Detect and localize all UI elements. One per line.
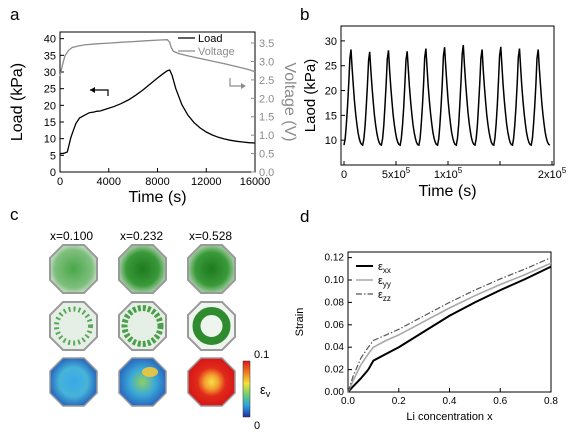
x-tick-label-d-1: 0.2 — [392, 396, 406, 407]
y2-tick-label-a-4: 2.0 — [259, 93, 274, 105]
y-tick-label-b-3: 25 — [325, 61, 337, 73]
y-tick-label-a-0: 0 — [50, 167, 56, 179]
y2-tick-label-a-7: 3.5 — [259, 38, 274, 50]
y-tick-label-d-0: 0.00 — [325, 387, 345, 398]
column-label-2: x=0.232 — [120, 229, 163, 243]
panel-a-chart: 0 4000 8000 12000 16000 0 5 10 15 20 25 30 35 40 0.0 0.… — [9, 31, 298, 206]
x-tick-label-a-0: 0 — [57, 176, 63, 188]
right-axis-arrow-a — [229, 78, 243, 87]
x-tick-label-d-3: 0.6 — [493, 396, 507, 407]
particle-cell-1-2 — [118, 244, 167, 294]
x-tick-label-a-2: 8000 — [145, 176, 169, 188]
y-tick-label-a-3: 15 — [44, 117, 56, 129]
y-axis-label-b: Laod (kPa) — [302, 59, 319, 132]
y-tick-label-d-3: 0.06 — [325, 320, 345, 331]
x-tick-label-d-0: 0.0 — [341, 396, 355, 407]
legend-label-d-1: εyy — [378, 275, 391, 289]
y-tick-label-d-5: 0.10 — [325, 275, 345, 286]
panel-d-chart: 0.0 0.2 0.4 0.6 0.8 0.00 0.02 0.04 0.06 0.08 0.10 0… — [294, 251, 558, 423]
particle-cell-1-3 — [187, 244, 236, 294]
particle-row-2 — [49, 301, 236, 351]
y-axis-label-d: Strain — [294, 308, 306, 337]
particle-ring-2-1 — [54, 306, 93, 346]
heatmap-2-hotspot — [142, 367, 158, 377]
y-tick-label-b-4: 30 — [325, 36, 337, 48]
series-line-d-xx — [347, 265, 552, 393]
series-line-b — [343, 44, 551, 147]
legend-label-a-0: Load — [198, 33, 222, 45]
series-line-a-voltage — [59, 39, 256, 77]
column-label-3: x=0.528 — [189, 229, 232, 243]
y2-axis-label-a: Voltage (V) — [281, 62, 298, 141]
y-tick-label-a-2: 10 — [44, 134, 56, 146]
y-tick-label-a-8: 40 — [44, 34, 56, 46]
y-tick-label-b-0: 10 — [325, 135, 337, 147]
y-tick-label-d-2: 0.04 — [325, 342, 345, 353]
y-tick-label-d-4: 0.08 — [325, 297, 345, 308]
x-tick-label-a-1: 4000 — [97, 176, 121, 188]
x-tick-label-b-3: 2x105 — [538, 166, 567, 181]
legend-label-a-1: Voltage — [198, 46, 235, 58]
series-line-a-load — [59, 69, 256, 155]
y-tick-label-a-5: 25 — [44, 84, 56, 96]
y-tick-label-a-1: 5 — [50, 150, 56, 162]
x-axis-label-d: Li concentration x — [406, 411, 493, 423]
colorbar — [242, 360, 251, 418]
series-line-d-zz — [347, 257, 552, 393]
y-tick-label-b-2: 20 — [325, 86, 337, 98]
y-tick-label-a-7: 35 — [44, 50, 56, 62]
x-axis-label-b: Time (s) — [418, 183, 476, 200]
legend-label-d-2: εzz — [378, 289, 391, 303]
x-axis-label-a: Time (s) — [128, 189, 186, 206]
x-tick-label-d-4: 0.8 — [544, 396, 558, 407]
y-tick-label-b-1: 15 — [325, 110, 337, 122]
x-tick-label-b-1: 5x105 — [382, 166, 411, 181]
particle-ring-2-2 — [121, 305, 164, 347]
particle-cell-1-1 — [49, 244, 98, 294]
panel-b-chart: 10 15 20 25 30 0 5x105 1x105 2x105 Time (s) Laod (… — [302, 25, 567, 200]
y2-tick-label-a-5: 2.5 — [259, 75, 274, 87]
heatmap-2 — [118, 357, 167, 407]
y2-tick-label-a-0: 0.0 — [259, 167, 274, 179]
y2-tick-label-a-1: 0.5 — [259, 149, 274, 161]
y-tick-label-d-1: 0.02 — [325, 365, 345, 376]
y-tick-label-a-4: 20 — [44, 100, 56, 112]
colorbar-max: 0.1 — [254, 349, 269, 361]
particle-row-1 — [49, 244, 236, 294]
x-tick-label-d-2: 0.4 — [443, 396, 457, 407]
heatmap-1 — [49, 357, 98, 407]
colorbar-min: 0 — [254, 420, 260, 432]
y2-tick-label-a-3: 1.5 — [259, 112, 274, 124]
x-tick-label-a-4: 16000 — [240, 176, 271, 188]
left-axis-arrow-a — [90, 89, 109, 96]
y-tick-label-d-6: 0.12 — [325, 253, 345, 264]
panel-label-a: a — [10, 5, 20, 24]
plot-frame-d — [347, 251, 552, 393]
panel-label-c: c — [10, 205, 19, 224]
column-label-1: x=0.100 — [50, 229, 93, 243]
heatmap-3 — [187, 357, 236, 407]
right-axis-arrowhead-a — [241, 83, 246, 89]
panel-c-images: x=0.100 x=0.232 x=0.528 0.1 0 εv — [49, 229, 271, 432]
series-line-d-yy — [347, 262, 552, 393]
y2-tick-label-a-2: 1.0 — [259, 130, 274, 142]
panel-label-d: d — [300, 207, 309, 226]
x-tick-label-b-2: 1x105 — [434, 166, 463, 181]
heatmap-row — [49, 357, 236, 407]
x-tick-label-a-3: 12000 — [191, 176, 222, 188]
x-tick-label-b-0: 0 — [341, 169, 347, 181]
legend-label-d-0: εxx — [378, 261, 391, 275]
y-axis-label-a: Load (kPa) — [9, 63, 26, 141]
y2-tick-label-a-6: 3.0 — [259, 56, 274, 68]
colorbar-label: εv — [260, 382, 271, 399]
left-axis-arrowhead-a — [90, 87, 95, 93]
particle-ring-2-3 — [192, 307, 231, 345]
panel-label-b: b — [300, 5, 309, 24]
y-tick-label-a-6: 30 — [44, 67, 56, 79]
